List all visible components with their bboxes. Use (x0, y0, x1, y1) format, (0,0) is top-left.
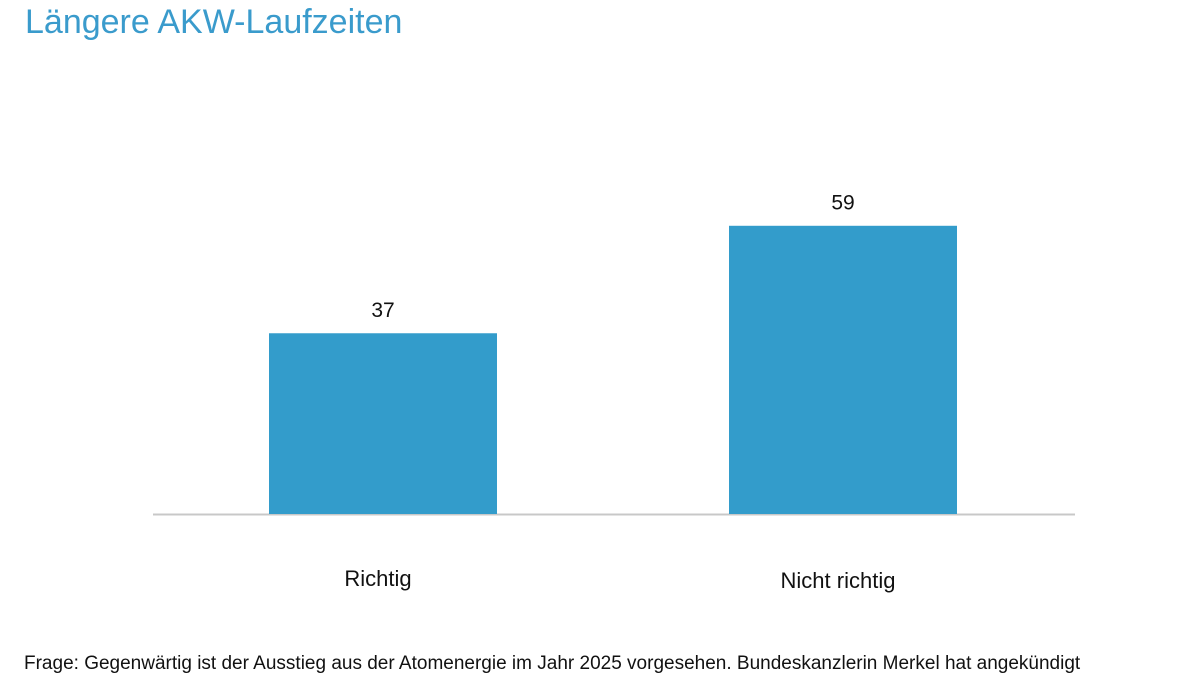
x-tick-label: Richtig (344, 566, 411, 591)
bar (269, 333, 497, 514)
bar (729, 225, 957, 514)
value-label: 37 (371, 299, 394, 322)
x-tick-label: Nicht richtig (781, 568, 896, 593)
chart-title: Längere AKW-Laufzeiten (25, 3, 402, 41)
footnote: Frage: Gegenwärtig ist der Ausstieg aus … (24, 653, 1081, 674)
value-label: 59 (831, 191, 854, 214)
